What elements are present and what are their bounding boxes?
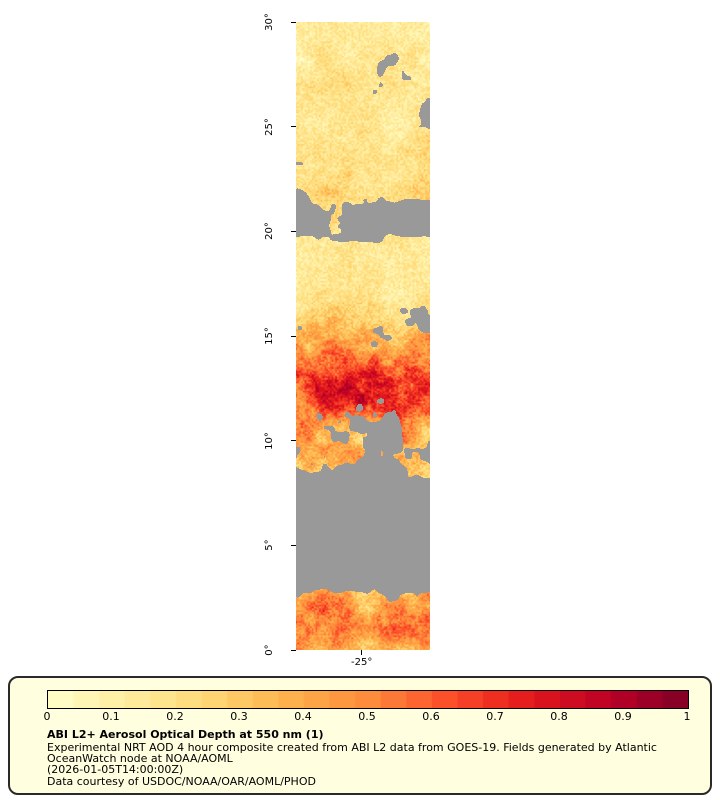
aod-map-canvas <box>296 22 430 650</box>
legend-panel: ABI L2+ Aerosol Optical Depth at 550 nm … <box>8 676 712 795</box>
y-axis-tick-label: 0° <box>264 644 275 656</box>
legend-description-line2: OceanWatch node at NOAA/AOML <box>47 752 233 765</box>
colorbar-tick-label: 0.1 <box>102 710 120 723</box>
colorbar-tick-label: 0.9 <box>614 710 632 723</box>
y-axis-tick-label: 10° <box>264 431 275 450</box>
colorbar-tick-label: 0.2 <box>166 710 184 723</box>
colorbar-tick-label: 0.8 <box>550 710 568 723</box>
map-plot: 30° 25° 20° 15° 10° 5° 0° -25° <box>264 13 430 668</box>
y-axis-tick <box>291 126 296 128</box>
legend-credit: Data courtesy of USDOC/NOAA/OAR/AOML/PHO… <box>47 775 316 788</box>
colorbar-tick-label: 0.6 <box>422 710 440 723</box>
y-axis-tick <box>291 21 296 23</box>
y-axis-tick-label: 20° <box>264 222 275 241</box>
y-axis-tick <box>291 440 296 442</box>
colorbar-tick-label: 0.5 <box>358 710 376 723</box>
legend-description-line1: Experimental NRT AOD 4 hour composite cr… <box>47 741 657 754</box>
colorbar-tick-label: 0.4 <box>294 710 312 723</box>
y-axis-tick <box>291 649 296 651</box>
y-axis-tick-label: 5° <box>264 539 275 551</box>
colorbar-tick-label: 1 <box>683 710 691 723</box>
y-axis-tick <box>291 335 296 337</box>
colorbar-tick-label: 0.3 <box>230 710 248 723</box>
colorbar <box>47 690 689 709</box>
x-axis-tick <box>361 650 363 655</box>
legend-title: ABI L2+ Aerosol Optical Depth at 550 nm … <box>47 728 324 741</box>
x-axis-tick-label: -25° <box>350 657 373 668</box>
y-axis-tick <box>291 230 296 232</box>
colorbar-tick-label: 0.7 <box>486 710 504 723</box>
legend-timestamp: (2026-01-05T14:00:00Z) <box>47 763 184 776</box>
y-axis-tick-label: 30° <box>264 13 275 31</box>
y-axis-tick <box>291 544 296 546</box>
y-axis-tick-label: 25° <box>264 117 275 136</box>
y-axis-tick-label: 15° <box>264 327 275 345</box>
colorbar-tick-label: 0 <box>43 710 51 723</box>
